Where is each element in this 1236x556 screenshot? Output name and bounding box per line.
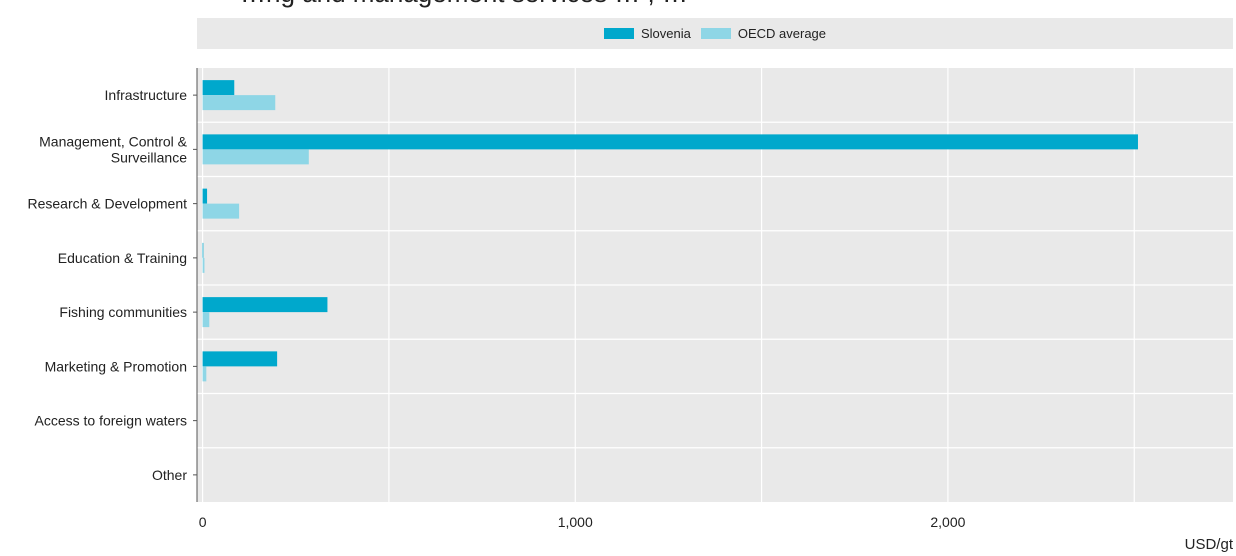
bar-oecd-average bbox=[202, 257, 205, 273]
bar-oecd-average bbox=[202, 95, 276, 111]
y-tick-label: Education & Training bbox=[58, 250, 187, 266]
legend-label-oecd: OECD average bbox=[737, 26, 827, 41]
legend: Slovenia OECD average bbox=[197, 18, 1233, 49]
x-axis-unit-label: USD/gt bbox=[1184, 536, 1233, 553]
y-tick-label: Fishing communities bbox=[59, 304, 187, 320]
y-tick-label: Access to foreign waters bbox=[34, 413, 187, 429]
y-tick-label: Marketing & Promotion bbox=[45, 358, 187, 374]
x-tick-label: 0 bbox=[199, 514, 207, 530]
bar-slovenia bbox=[202, 134, 1138, 150]
legend-swatch-slovenia bbox=[603, 28, 634, 39]
bar-slovenia bbox=[202, 351, 278, 367]
y-tick-label: Infrastructure bbox=[105, 87, 188, 103]
bar-slovenia bbox=[202, 80, 235, 96]
y-tick-label: Management, Control & Surveillance bbox=[39, 133, 188, 165]
legend-swatch-oecd bbox=[700, 28, 731, 39]
chart-title: …ng and management services … , … bbox=[240, 0, 688, 9]
legend-item-oecd: OECD average bbox=[700, 26, 827, 41]
bar-oecd-average bbox=[202, 203, 240, 219]
bar-oecd-average bbox=[202, 149, 309, 165]
bar-oecd-average bbox=[202, 366, 207, 382]
bar-slovenia bbox=[202, 297, 328, 313]
x-tick-label: 1,000 bbox=[558, 514, 593, 530]
y-tick-label: Other bbox=[152, 467, 187, 483]
legend-item-slovenia: Slovenia bbox=[603, 26, 691, 41]
y-tick-label: Research & Development bbox=[27, 196, 187, 212]
bar-oecd-average bbox=[202, 312, 210, 328]
legend-label-slovenia: Slovenia bbox=[640, 26, 691, 41]
bar-slovenia bbox=[202, 188, 208, 204]
x-tick-label: 2,000 bbox=[930, 514, 965, 530]
bar-slovenia bbox=[202, 242, 204, 258]
